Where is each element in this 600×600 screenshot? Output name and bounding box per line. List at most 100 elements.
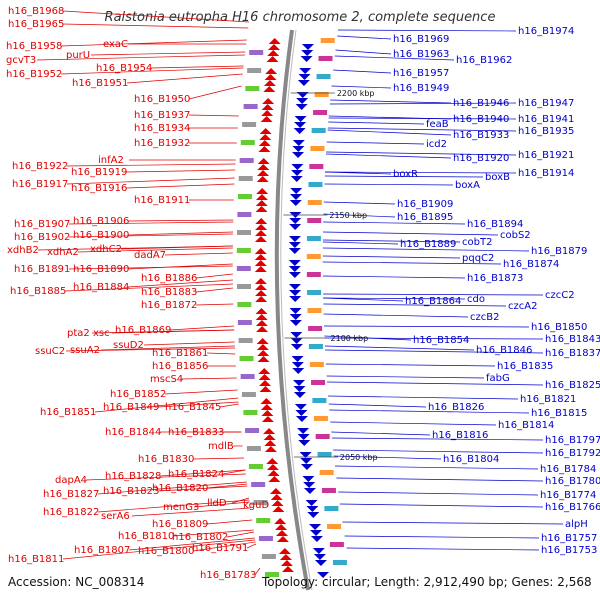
cog-category-block <box>315 434 330 439</box>
connector-line <box>323 303 507 307</box>
gene-label-reverse: h16_B1933 <box>453 130 509 141</box>
connector-line <box>90 51 246 56</box>
gene-label-forward: h16_B1958 <box>6 41 62 52</box>
connector-line <box>334 465 539 470</box>
connector-line <box>60 39 247 47</box>
forward-feature-arrow <box>261 416 274 422</box>
forward-feature-arrow <box>255 296 268 302</box>
gene-label-forward: h16_B1807 <box>74 545 130 556</box>
forward-feature-arrow <box>261 104 274 110</box>
gene-label-reverse: boxA <box>455 180 480 191</box>
reverse-feature-arrow <box>300 56 313 62</box>
cog-category-block <box>265 572 280 577</box>
connector-line <box>195 273 233 279</box>
forward-feature-arrow <box>272 506 285 512</box>
gene-label-forward: h16_B1830 <box>138 454 194 465</box>
gene-label-reverse: h16_B1864 <box>405 296 461 307</box>
cog-category-block <box>238 338 253 343</box>
gene-label-forward: h16_B1824 <box>168 469 224 480</box>
cog-category-block <box>310 146 325 151</box>
connector-line <box>326 153 452 159</box>
gene-label-forward: h16_B1809 <box>152 519 208 530</box>
connector-line <box>333 69 392 74</box>
connector-line <box>68 265 233 270</box>
connector-line <box>172 529 254 537</box>
gene-label-reverse: h16_B1814 <box>498 420 554 431</box>
reverse-feature-arrow <box>292 152 305 158</box>
gene-label-forward: h16_B1833 <box>168 427 224 438</box>
connector-line <box>206 519 253 525</box>
connector-line <box>64 283 233 292</box>
forward-feature-arrow <box>266 56 279 62</box>
connector-line <box>131 507 251 517</box>
gene-label-reverse: h16_B1837 <box>545 348 600 359</box>
gene-label-reverse: h16_B1957 <box>393 68 449 79</box>
reverse-feature-arrow <box>302 476 315 482</box>
connector-line <box>97 481 247 495</box>
gene-label-reverse: feaB <box>426 119 449 130</box>
reverse-feature-arrow <box>294 116 307 122</box>
connector-line <box>246 543 257 549</box>
gene-labels: h16_B1968 h16_B1965 h16_B1958 exaC gcvT3 purU… <box>6 6 600 581</box>
connector-line <box>188 85 242 100</box>
connector-line <box>324 175 484 178</box>
connector-line <box>322 239 461 243</box>
reverse-feature-arrow <box>298 440 311 446</box>
forward-feature-arrow <box>264 440 277 446</box>
reverse-feature-arrow <box>288 260 301 266</box>
reverse-feature-arrow <box>296 98 309 104</box>
reverse-feature-arrow <box>291 164 304 170</box>
connector-line <box>344 535 540 539</box>
gene-label-reverse: h16_B1940 <box>453 114 509 125</box>
tick-label: 2050 kbp <box>340 453 378 462</box>
reverse-feature-arrow <box>300 458 313 464</box>
connector-line <box>327 129 452 136</box>
forward-feature-arrow <box>256 326 269 332</box>
map-title: Ralstonia eutropha H16 chromosome 2, com… <box>104 10 496 25</box>
gene-label-forward: h16_B1950 <box>134 94 190 105</box>
gene-label-reverse: h16_B1804 <box>443 454 499 465</box>
cog-category-block <box>237 320 252 325</box>
reverse-feature-arrow <box>310 536 323 542</box>
connector-line <box>97 499 250 513</box>
forward-feature-arrow <box>255 206 268 212</box>
forward-feature-arrow <box>255 320 268 326</box>
cog-category-block <box>245 428 260 433</box>
cog-category-block <box>307 218 322 223</box>
reverse-feature-arrow <box>297 80 310 86</box>
connector-line <box>325 363 496 367</box>
gene-label-forward: h16_B1934 <box>134 123 190 134</box>
gene-label-forward: h16_B1852 <box>110 389 166 400</box>
connector-line <box>329 102 517 105</box>
connector-line <box>333 449 544 454</box>
connector-line <box>159 469 246 477</box>
forward-feature-arrow <box>256 338 269 344</box>
gene-label-forward: h16_B1951 <box>72 78 128 89</box>
forward-feature-arrow <box>279 554 292 560</box>
cog-category-block <box>241 392 256 397</box>
cog-category-block <box>251 482 266 487</box>
connector-line <box>326 141 425 145</box>
gene-label-forward: h16_B1827 <box>43 489 99 500</box>
reverse-feature-arrow <box>289 200 302 206</box>
connector-line <box>346 547 540 551</box>
reverse-feature-arrow <box>292 368 305 374</box>
reverse-feature-arrow <box>289 194 302 200</box>
connector-line <box>337 29 517 32</box>
forward-feature-arrow <box>259 134 272 140</box>
forward-feature-arrow <box>281 566 294 572</box>
connector-line <box>219 403 239 408</box>
forward-feature-arrow <box>262 98 275 104</box>
cog-category-block <box>246 446 261 451</box>
gene-label-reverse: icd2 <box>426 139 447 150</box>
connector-line <box>322 247 530 252</box>
connector-line <box>195 287 234 293</box>
connector-line <box>337 35 392 40</box>
gene-label-reverse: h16_B1825 <box>545 380 600 391</box>
reverse-feature-arrow <box>291 170 304 176</box>
forward-feature-arrow <box>257 350 270 356</box>
gene-label-forward: infA2 <box>98 155 124 166</box>
gene-label-forward: xdhA2 <box>47 247 79 258</box>
cog-category-block <box>311 380 326 385</box>
connector-line <box>157 485 248 492</box>
